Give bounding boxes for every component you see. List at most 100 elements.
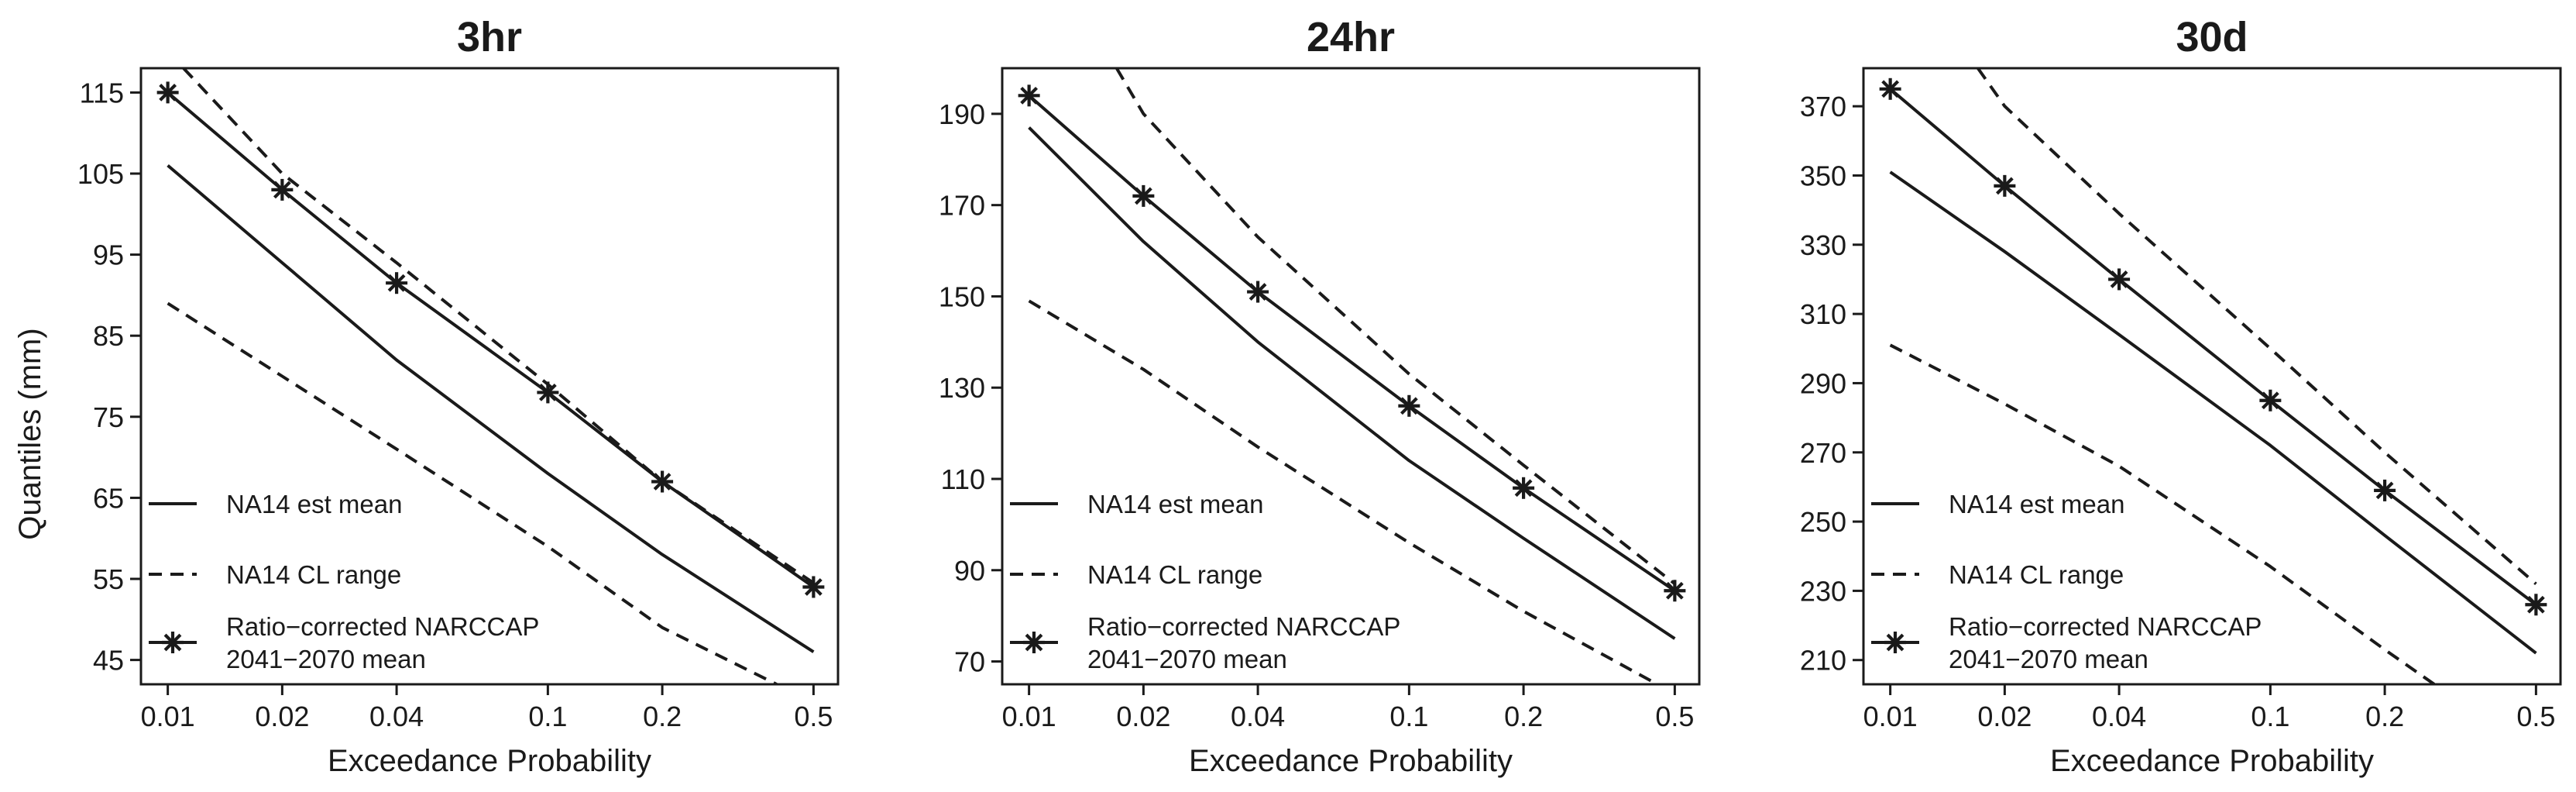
x-tick-label: 0.02 (255, 701, 309, 732)
legend-marker (1884, 632, 1906, 653)
plot-frame (1001, 67, 1701, 686)
y-tick-label: 330 (1800, 229, 1846, 261)
y-tick-label: 230 (1800, 575, 1846, 607)
legend-label: NA14 CL range (1949, 560, 2124, 589)
plot-frame (139, 67, 840, 686)
series-line-narccap (1028, 94, 1676, 592)
data-point-marker (1513, 477, 1535, 499)
legend: NA14 est mean NA14 CL range Ratio−correcte… (1871, 490, 2262, 673)
legend-label: Ratio−corrected NARCCAP (1087, 612, 1400, 641)
y-tick-label: 190 (939, 98, 985, 130)
data-point-marker (1132, 184, 1155, 207)
data-point-marker (2525, 594, 2547, 616)
legend-label: 2041−2070 mean (226, 645, 426, 673)
data-point-marker (156, 81, 179, 104)
x-tick-label: 0.2 (643, 701, 682, 732)
series-line-cl-lower (1889, 343, 2436, 684)
chart-panel-30d: 30d 0.01 0.02 0.04 0.1 0.2 0.5 210 230 250 270 290 3… (1800, 14, 2562, 778)
data-point-marker (2374, 479, 2396, 501)
legend-label: 2041−2070 mean (1087, 645, 1287, 673)
legend: NA14 est mean NA14 CL range Ratio−correcte… (149, 490, 539, 673)
y-tick-label: 65 (93, 482, 124, 514)
series-line-na14-mean (1889, 170, 2537, 655)
x-tick-label: 0.5 (794, 701, 833, 732)
legend-marker (1023, 632, 1045, 653)
data-point-marker (2259, 389, 2282, 411)
y-tick-label: 55 (93, 563, 124, 595)
series-line-cl-upper (1977, 68, 2537, 586)
y-tick-label: 105 (77, 158, 124, 190)
data-point-marker (537, 381, 559, 404)
data-point-marker (1247, 281, 1269, 303)
y-tick-label: 70 (954, 646, 985, 678)
series-line-narccap (167, 91, 815, 589)
y-tick-label: 115 (80, 77, 124, 108)
data-point-marker (1664, 580, 1686, 602)
x-tick-label: 0.01 (141, 701, 195, 732)
y-tick-label: 370 (1800, 91, 1846, 122)
legend-label: Ratio−corrected NARCCAP (1949, 612, 2262, 641)
x-tick-label: 0.04 (1231, 701, 1285, 732)
x-axis-label: Exceedance Probability (328, 744, 651, 778)
y-tick-label: 130 (939, 372, 985, 404)
series-line-na14-mean (1028, 126, 1676, 640)
x-tick-label: 0.02 (1116, 701, 1170, 732)
x-tick-label: 0.1 (2251, 701, 2289, 732)
legend-label: 2041−2070 mean (1949, 645, 2148, 673)
series-line-narccap (1889, 88, 2537, 606)
x-tick-label: 0.5 (2516, 701, 2555, 732)
x-tick-label: 0.2 (1504, 701, 1543, 732)
y-tick-label: 250 (1800, 506, 1846, 538)
x-tick-label: 0.1 (528, 701, 567, 732)
y-tick-label: 350 (1800, 160, 1846, 191)
x-tick-label: 0.04 (369, 701, 424, 732)
legend-label: NA14 est mean (1949, 490, 2124, 518)
series-line-cl-upper (182, 68, 815, 584)
data-point-marker (802, 576, 825, 598)
y-tick-label: 310 (1800, 298, 1846, 330)
data-point-marker (651, 470, 674, 493)
y-tick-label: 75 (93, 401, 124, 433)
y-tick-label: 290 (1800, 367, 1846, 399)
y-axis-label: Quantiles (mm) (13, 328, 47, 539)
legend-marker (162, 632, 184, 653)
legend-label: NA14 CL range (1087, 560, 1262, 589)
y-tick-label: 170 (939, 190, 985, 222)
x-tick-label: 0.04 (2092, 701, 2146, 732)
x-tick-label: 0.1 (1389, 701, 1428, 732)
y-tick-label: 45 (93, 645, 124, 677)
chart-title: 30d (2176, 14, 2248, 60)
data-point-marker (1398, 394, 1420, 417)
y-tick-label: 95 (93, 239, 124, 271)
y-tick-label: 90 (954, 555, 985, 587)
x-tick-label: 0.5 (1655, 701, 1694, 732)
legend-label: NA14 CL range (226, 560, 401, 589)
data-point-marker (386, 272, 408, 294)
legend-label: Ratio−corrected NARCCAP (226, 612, 539, 641)
chart-panel-24hr: 24hr 0.01 0.02 0.04 0.1 0.2 0.5 70 90 110 130 150 17… (939, 14, 1701, 778)
series-line-cl-upper (1115, 68, 1676, 585)
legend-label: NA14 est mean (226, 490, 402, 518)
plot-frame (1862, 67, 2562, 686)
data-point-marker (271, 178, 294, 201)
data-point-marker (1879, 77, 1901, 100)
series-line-na14-mean (167, 164, 815, 653)
x-tick-label: 0.2 (2365, 701, 2404, 732)
y-tick-label: 85 (93, 320, 124, 352)
y-tick-label: 110 (941, 463, 985, 495)
x-axis-label: Exceedance Probability (1189, 744, 1513, 778)
data-point-marker (1018, 84, 1040, 107)
chart-title: 24hr (1307, 14, 1395, 60)
series-line-cl-lower (1028, 299, 1658, 684)
legend: NA14 est mean NA14 CL range Ratio−correcte… (1010, 490, 1400, 673)
x-tick-label: 0.01 (1002, 701, 1056, 732)
data-point-marker (2108, 268, 2131, 291)
legend-label: NA14 est mean (1087, 490, 1263, 518)
y-tick-label: 210 (1800, 645, 1846, 677)
series-line-cl-lower (167, 301, 778, 684)
x-tick-label: 0.01 (1863, 701, 1918, 732)
data-point-marker (1994, 174, 2016, 197)
chart-title: 3hr (457, 14, 522, 60)
y-tick-label: 150 (939, 281, 985, 312)
